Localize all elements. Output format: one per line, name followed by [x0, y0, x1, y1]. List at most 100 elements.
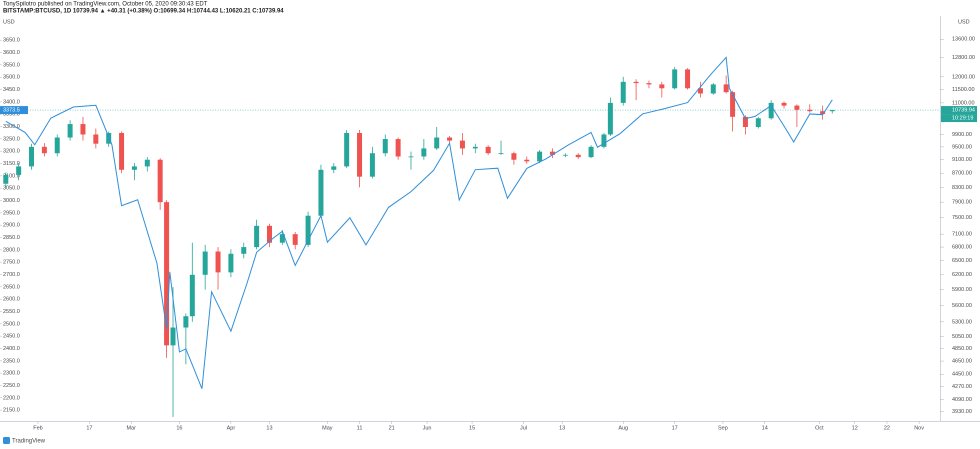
- x-tick-label: Jun: [423, 425, 432, 431]
- x-tick-label: 14: [762, 425, 768, 431]
- y-tick-label: 2600.0: [3, 297, 20, 303]
- candle-body: [202, 251, 208, 275]
- candle-body: [768, 102, 774, 119]
- y2-tick-label: 7500.00: [952, 215, 972, 221]
- candle-body: [498, 153, 504, 155]
- right-price-box: [941, 106, 977, 115]
- candle-body: [241, 247, 247, 254]
- y2-tick-label: 12800.00: [952, 55, 975, 61]
- candle-body: [646, 83, 652, 85]
- candle-body: [781, 102, 787, 106]
- y-tick-label: 2800.0: [3, 247, 20, 253]
- candle-body: [67, 124, 73, 138]
- candle-body: [447, 137, 453, 141]
- y-tick-label: 2950.0: [3, 210, 20, 216]
- candle-body: [144, 159, 150, 167]
- y2-tick-label: 6800.00: [952, 245, 972, 251]
- candle-body: [588, 146, 594, 158]
- candle-body: [807, 109, 813, 112]
- candle-body: [472, 146, 478, 149]
- ticks: 2150.0 2200.0 2250.0 2300.0 2350.0 2400.0 2450…: [0, 37, 975, 431]
- candle-body: [170, 327, 176, 346]
- x-tick-label: Jul: [520, 425, 527, 431]
- candle-body: [829, 110, 835, 112]
- candle-body: [685, 69, 691, 89]
- y2-tick-label: 9100.00: [952, 157, 972, 163]
- candle-body: [106, 132, 112, 144]
- x-tick-label: Aug: [618, 425, 628, 431]
- candle-body: [228, 253, 234, 273]
- candle-body: [54, 137, 60, 154]
- y2-tick-label: 12000.00: [952, 74, 975, 80]
- y-tick-label: 3100.0: [3, 173, 20, 179]
- x-tick-label: 11: [357, 425, 363, 431]
- candle-body: [710, 84, 716, 94]
- x-tick-label: Sep: [718, 425, 728, 431]
- candle-body: [562, 154, 568, 156]
- x-tick-label: 13: [559, 425, 565, 431]
- x-tick-label: 13: [266, 425, 272, 431]
- candle-body: [730, 92, 736, 117]
- plot: [3, 56, 835, 417]
- candle-body: [157, 159, 163, 203]
- candle-body: [131, 166, 137, 170]
- candle-body: [537, 151, 543, 162]
- candle-body: [344, 132, 350, 167]
- candle-body: [755, 118, 761, 128]
- footer[interactable]: TradingView: [3, 437, 46, 445]
- y-tick-label: 2200.0: [3, 395, 20, 401]
- x-tick-label: 17: [672, 425, 678, 431]
- candle-body: [80, 124, 86, 135]
- x-tick-label: May: [322, 425, 333, 431]
- y-tick-label: 2900.0: [3, 223, 20, 229]
- candle-body: [395, 139, 401, 157]
- y-tick-label: 2350.0: [3, 358, 20, 364]
- left-price-label: 3373.5: [3, 108, 20, 114]
- candle-body: [575, 154, 581, 158]
- y2-tick-label: 4450.00: [952, 372, 972, 378]
- candle-body: [524, 159, 530, 162]
- y2-tick-label: 11000.00: [952, 100, 975, 106]
- y-tick-label: 3650.0: [3, 38, 20, 44]
- candle-body: [672, 69, 678, 89]
- y-tick-label: 2150.0: [3, 408, 20, 414]
- x-tick-label: 22: [884, 425, 890, 431]
- candle-body: [279, 234, 285, 243]
- y-tick-label: 2250.0: [3, 383, 20, 389]
- y2-tick-label: 6200.00: [952, 272, 972, 278]
- y2-tick-label: 6500.00: [952, 258, 972, 264]
- y2-tick-label: 4650.00: [952, 359, 972, 365]
- logo: [3, 437, 10, 444]
- candle-body: [408, 156, 414, 158]
- candle-body: [820, 111, 826, 114]
- candle-body: [485, 146, 491, 154]
- candle-body: [331, 166, 337, 170]
- candle-body: [659, 84, 665, 89]
- chart-subtitle: BITSTAMP:BTCUSD, 1D 10739.94 ▲ +40.31 (+…: [3, 9, 284, 15]
- x-tick-label: Oct: [815, 425, 824, 431]
- x-tick-label: 16: [176, 425, 182, 431]
- candle-body: [189, 274, 195, 317]
- y-tick-label: 3450.0: [3, 87, 20, 93]
- x-tick-label: 15: [469, 425, 475, 431]
- line-series: [5, 56, 833, 389]
- y2-tick-label: 5900.00: [952, 287, 972, 293]
- x-tick-label: 21: [389, 425, 395, 431]
- candle-body: [549, 151, 555, 155]
- y2-tick-label: 4850.00: [952, 346, 972, 352]
- candle-body: [215, 251, 221, 273]
- candle-body: [459, 140, 465, 149]
- candle-body: [723, 84, 729, 93]
- y2-unit-label: USD: [958, 19, 970, 25]
- x-tick-label: Feb: [33, 425, 42, 431]
- y2-tick-label: 4270.00: [952, 384, 972, 390]
- y-tick-label: 2300.0: [3, 371, 20, 377]
- candle-body: [382, 139, 388, 154]
- footer-text: TradingView: [12, 439, 46, 445]
- y2-tick-label: 5050.00: [952, 334, 972, 340]
- y-tick-label: 2500.0: [3, 321, 20, 327]
- y2-tick-label: 13600.00: [952, 37, 975, 43]
- candle-body: [601, 134, 607, 147]
